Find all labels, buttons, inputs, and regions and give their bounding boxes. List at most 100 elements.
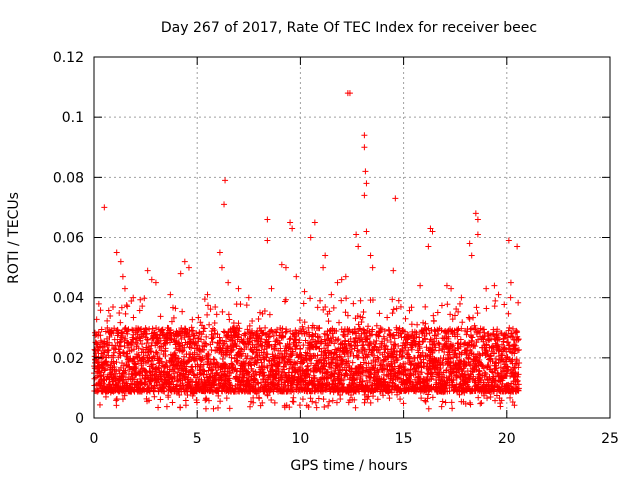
data-point (290, 377, 297, 384)
data-point (135, 345, 142, 352)
data-point (468, 252, 475, 259)
data-point (101, 349, 108, 356)
data-point (430, 312, 437, 319)
data-point (499, 352, 506, 359)
data-point (221, 201, 228, 208)
data-point (167, 291, 174, 298)
data-point (97, 307, 104, 314)
data-point (130, 314, 137, 321)
data-point (483, 347, 490, 354)
data-point (250, 399, 257, 406)
data-point (264, 392, 271, 399)
data-point (385, 326, 392, 333)
data-point (216, 384, 223, 391)
data-point (389, 296, 396, 303)
data-point (177, 270, 184, 277)
data-point (445, 335, 452, 342)
data-point (515, 371, 522, 378)
x-tick-label: 20 (498, 431, 516, 447)
data-point (132, 372, 139, 379)
data-point (249, 317, 256, 324)
data-point (390, 306, 397, 313)
data-point (202, 405, 209, 412)
data-point (389, 310, 396, 317)
data-point (214, 404, 221, 411)
data-point (157, 396, 164, 403)
data-point (507, 294, 514, 301)
data-point (187, 376, 194, 383)
data-point (452, 350, 459, 357)
data-point (515, 364, 522, 371)
data-point (229, 361, 236, 368)
data-point (259, 342, 266, 349)
data-point (272, 341, 279, 348)
data-point (197, 319, 204, 326)
data-point (367, 252, 374, 259)
data-point (497, 403, 504, 410)
y-tick-label: 0.02 (53, 351, 84, 367)
data-point (351, 396, 358, 403)
data-point (183, 367, 190, 374)
data-point (448, 399, 455, 406)
data-point (301, 319, 308, 326)
data-point (450, 377, 457, 384)
data-point (427, 225, 434, 232)
data-point (473, 304, 480, 311)
data-point (396, 369, 403, 376)
data-point (395, 343, 402, 350)
data-point (412, 342, 419, 349)
data-point (122, 310, 129, 317)
data-point (194, 363, 201, 370)
data-point (305, 404, 312, 411)
data-point (107, 369, 114, 376)
data-point (146, 397, 153, 404)
data-point (279, 325, 286, 332)
data-point (418, 395, 425, 402)
data-point (301, 288, 308, 295)
data-point (188, 366, 195, 373)
data-point (140, 386, 147, 393)
data-point (362, 168, 369, 175)
data-point (264, 216, 271, 223)
axis-ticks: 0 0.02 0.04 0.06 0.08 0.1 0.12 0 5 10 15 20 25 (53, 50, 619, 447)
data-point (182, 402, 189, 409)
data-point (384, 314, 391, 321)
data-point (209, 339, 216, 346)
data-point (345, 362, 352, 369)
data-point (311, 219, 318, 226)
data-point (124, 303, 131, 310)
data-point (105, 307, 112, 314)
data-point (476, 357, 483, 364)
data-point (201, 296, 208, 303)
data-point (254, 357, 261, 364)
data-point (117, 352, 124, 359)
data-point (159, 326, 166, 333)
data-point (361, 399, 368, 406)
data-point (304, 362, 311, 369)
data-point (268, 397, 275, 404)
data-point (203, 396, 210, 403)
data-point (307, 295, 314, 302)
data-point (216, 249, 223, 256)
data-point (190, 327, 197, 334)
data-point (346, 90, 353, 97)
data-point (347, 391, 354, 398)
data-point (372, 341, 379, 348)
data-point (228, 354, 235, 361)
data-point (449, 316, 456, 323)
data-point (516, 359, 523, 366)
data-point (221, 329, 228, 336)
data-point (352, 343, 359, 350)
data-point (276, 377, 283, 384)
data-point (371, 352, 378, 359)
data-point (104, 317, 111, 324)
data-point (306, 374, 313, 381)
data-point (265, 334, 272, 341)
data-point (338, 297, 345, 304)
data-point (475, 394, 482, 401)
data-point (137, 296, 144, 303)
data-point (280, 333, 287, 340)
y-axis-label: ROTI / TECUs (6, 192, 22, 284)
data-point (274, 326, 281, 333)
